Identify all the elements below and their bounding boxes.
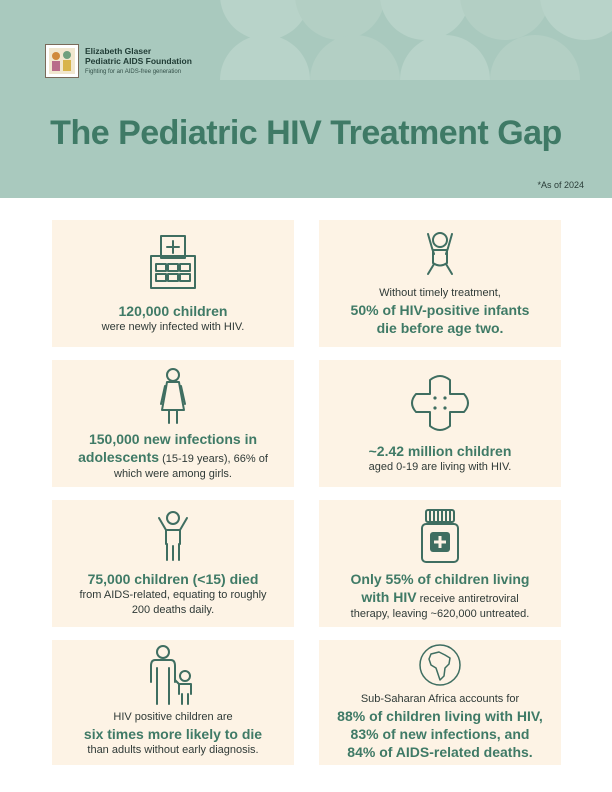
card7-text2: than adults without early diagnosis. [87,744,259,756]
africa-globe-icon [419,644,461,686]
card2-highlight2: die before age two. [376,320,504,336]
card8-highlight2: 83% of new infections, and [350,726,530,742]
adolescent-girl-icon [160,368,186,424]
card5-text2: 200 deaths daily. [131,604,215,616]
logo-tagline: Fighting for an AIDS-free generation [85,68,182,75]
stat-card-infant-deaths: Without timely treatment, 50% of HIV-pos… [319,220,561,347]
child-icon [158,511,188,561]
card6-highlight1: Only 55% of children living [350,571,530,587]
stat-card-sub-saharan-africa: Sub-Saharan Africa accounts for 88% of c… [319,640,561,765]
stat-card-adolescent-infections: 150,000 new infections in adolescents (1… [52,360,294,487]
card8-highlight3: 84% of AIDS-related deaths. [347,744,533,760]
card8-highlight1: 88% of children living with HIV, [337,708,543,724]
card4-text: aged 0-19 are living with HIV. [368,461,512,473]
hospital-icon [150,235,196,289]
decorative-circles [220,0,612,80]
header-banner: Elizabeth Glaser Pediatric AIDS Foundati… [0,0,612,198]
stat-card-new-infections: 120,000 children were newly infected wit… [52,220,294,347]
card3-text2: which were among girls. [114,468,232,480]
logo-mark-icon [45,44,79,78]
card3-highlight1: 150,000 new infections in [88,431,258,447]
bandage-icon [411,375,469,431]
card6-highlight2: with HIV [361,589,417,605]
card5-highlight: 75,000 children (<15) died [87,571,259,587]
stat-card-treatment-coverage: Only 55% of children living with HIV rec… [319,500,561,627]
card1-text: were newly infected with HIV. [101,321,245,333]
card7-highlight: six times more likely to die [83,726,263,742]
card8-text: Sub-Saharan Africa accounts for [360,693,520,705]
stat-card-mortality-risk: HIV positive children are six times more… [52,640,294,765]
card7-text1: HIV positive children are [113,711,233,723]
card6-text2: therapy, leaving ~620,000 untreated. [350,608,530,620]
foundation-logo[interactable]: Elizabeth Glaser Pediatric AIDS Foundati… [45,44,192,78]
stat-card-child-deaths: 75,000 children (<15) died from AIDS-rel… [52,500,294,627]
page-title: The Pediatric HIV Treatment Gap [50,114,562,152]
card4-highlight: ~2.42 million children [368,443,512,459]
card5-text1: from AIDS-related, equating to roughly [79,589,267,601]
card6-text1: receive antiretroviral [416,593,519,605]
card3-highlight2: adolescents [78,449,160,465]
card2-text: Without timely treatment, [379,287,501,299]
card2-highlight1: 50% of HIV-positive infants [350,302,530,318]
card3-text1: (15-19 years), 66% of [159,453,268,465]
infant-icon [427,232,453,275]
medicine-bottle-icon [421,509,459,563]
logo-name-line2: Pediatric AIDS Foundation [85,55,192,66]
stat-card-living-with-hiv: ~2.42 million children aged 0-19 are liv… [319,360,561,487]
as-of-note: *As of 2024 [537,180,584,190]
card1-highlight: 120,000 children [118,303,228,319]
logo-name-line1: Elizabeth Glaser [85,45,152,56]
adult-and-child-icon [150,645,192,705]
